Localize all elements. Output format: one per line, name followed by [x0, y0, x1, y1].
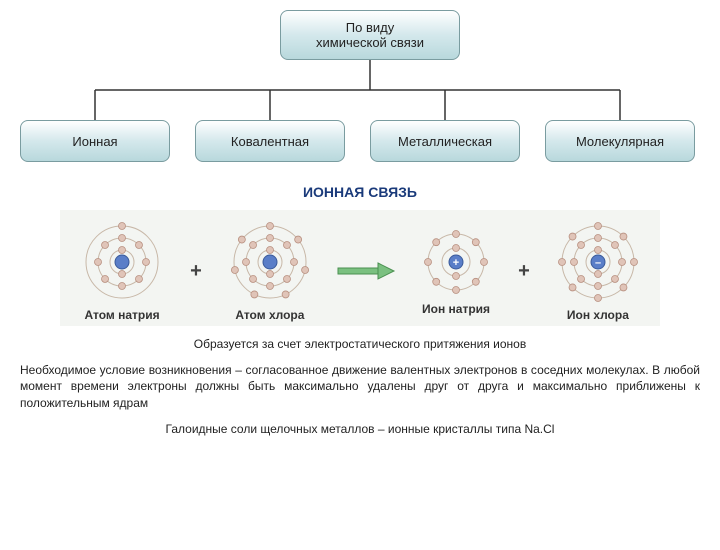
hierarchy-child-node: Металлическая	[370, 120, 520, 162]
svg-text:+: +	[453, 257, 459, 269]
atom-diagram: Атом хлора	[228, 220, 312, 322]
reaction-arrow-icon	[336, 261, 396, 281]
hierarchy-root-label: По видухимической связи	[316, 20, 424, 50]
atom-label: Ион натрия	[420, 302, 492, 316]
hierarchy-child-label: Ковалентная	[231, 134, 309, 149]
plus-operator: +	[516, 260, 532, 283]
atom-diagram: – Ион хлора	[556, 220, 640, 322]
plus-operator: +	[188, 260, 204, 283]
hierarchy-child-label: Ионная	[72, 134, 117, 149]
atom-label: Ион хлора	[556, 308, 640, 322]
paragraph-1: Образуется за счет электростатического п…	[20, 336, 700, 352]
hierarchy-child-node: Ковалентная	[195, 120, 345, 162]
atom-diagram: + Ион натрия	[420, 226, 492, 316]
hierarchy-child-node: Ионная	[20, 120, 170, 162]
hierarchy-chart: По видухимической связи Ионная Ковалентн…	[10, 10, 710, 170]
section-title: ИОННАЯ СВЯЗЬ	[0, 184, 720, 200]
hierarchy-child-label: Молекулярная	[576, 134, 664, 149]
paragraph-2: Необходимое условие возникновения – согл…	[20, 362, 700, 411]
hierarchy-child-label: Металлическая	[398, 134, 492, 149]
atoms-panel: Атом натрия + Атом хлора + Ион натрия + – Ион х…	[60, 210, 660, 326]
hierarchy-root-node: По видухимической связи	[280, 10, 460, 60]
paragraph-3: Галоидные соли щелочных металлов – ионны…	[20, 421, 700, 437]
hierarchy-child-node: Молекулярная	[545, 120, 695, 162]
atom-label: Атом хлора	[228, 308, 312, 322]
atom-label: Атом натрия	[80, 308, 164, 322]
atom-diagram: Атом натрия	[80, 220, 164, 322]
svg-text:–: –	[595, 257, 601, 269]
